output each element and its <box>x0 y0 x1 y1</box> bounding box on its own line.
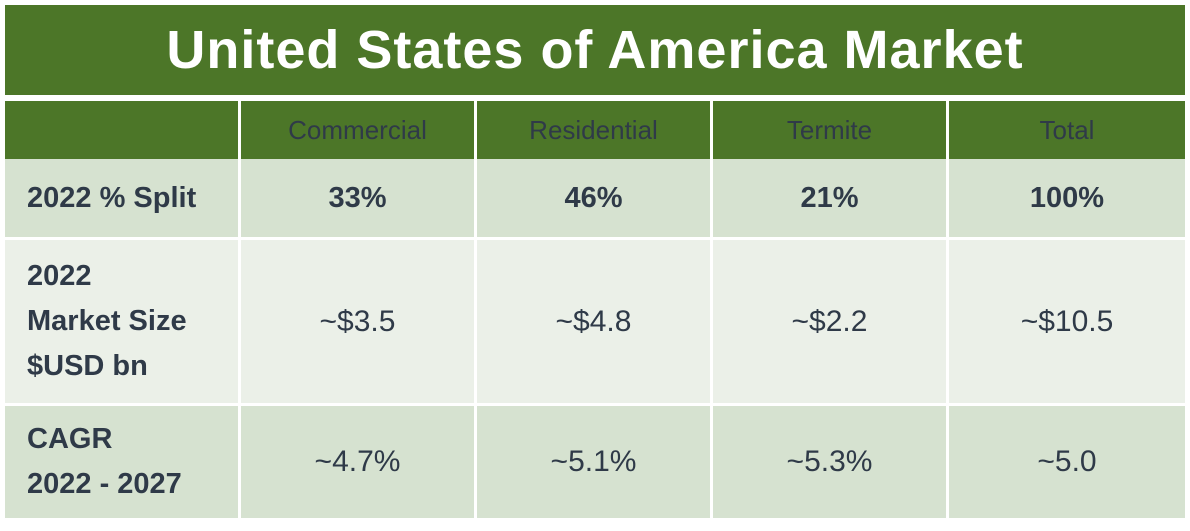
row-label-cagr: CAGR 2022 - 2027 <box>5 406 241 518</box>
cell-split-residential: 46% <box>477 159 713 240</box>
row-label-line: $USD bn <box>27 349 148 382</box>
cell-cagr-residential: ~5.1% <box>477 406 713 518</box>
page-title: United States of America Market <box>166 20 1024 80</box>
row-label-line: 2022 - 2027 <box>27 468 182 500</box>
cell-split-termite: 21% <box>713 159 949 240</box>
table-row-market-size: 2022 Market Size $USD bn ~$3.5 ~$4.8 ~$2… <box>5 240 1185 406</box>
header-cell-total: Total <box>949 101 1185 159</box>
cell-split-commercial: 33% <box>241 159 477 240</box>
header-cell-empty <box>5 101 241 159</box>
header-cell-commercial: Commercial <box>241 101 477 159</box>
row-label-market-size: 2022 Market Size $USD bn <box>5 240 241 406</box>
row-label-split: 2022 % Split <box>5 159 241 240</box>
cell-size-commercial: ~$3.5 <box>241 240 477 406</box>
row-label-line: 2022 <box>27 260 92 293</box>
table-row-cagr: CAGR 2022 - 2027 ~4.7% ~5.1% ~5.3% ~5.0 <box>5 406 1185 518</box>
table-row-split: 2022 % Split 33% 46% 21% 100% <box>5 159 1185 240</box>
cell-cagr-commercial: ~4.7% <box>241 406 477 518</box>
row-label-line: 2022 % Split <box>27 181 197 214</box>
cell-split-total: 100% <box>949 159 1185 240</box>
header-row: Commercial Residential Termite Total <box>5 101 1185 159</box>
cell-cagr-termite: ~5.3% <box>713 406 949 518</box>
row-label-line: Market Size <box>27 305 187 338</box>
cell-cagr-total: ~5.0 <box>949 406 1185 518</box>
cell-size-residential: ~$4.8 <box>477 240 713 406</box>
row-label-line: CAGR <box>27 423 113 456</box>
cell-size-termite: ~$2.2 <box>713 240 949 406</box>
header-cell-termite: Termite <box>713 101 949 159</box>
header-cell-residential: Residential <box>477 101 713 159</box>
cell-size-total: ~$10.5 <box>949 240 1185 406</box>
market-table: Commercial Residential Termite Total 202… <box>5 101 1185 518</box>
title-banner: United States of America Market <box>5 5 1185 95</box>
